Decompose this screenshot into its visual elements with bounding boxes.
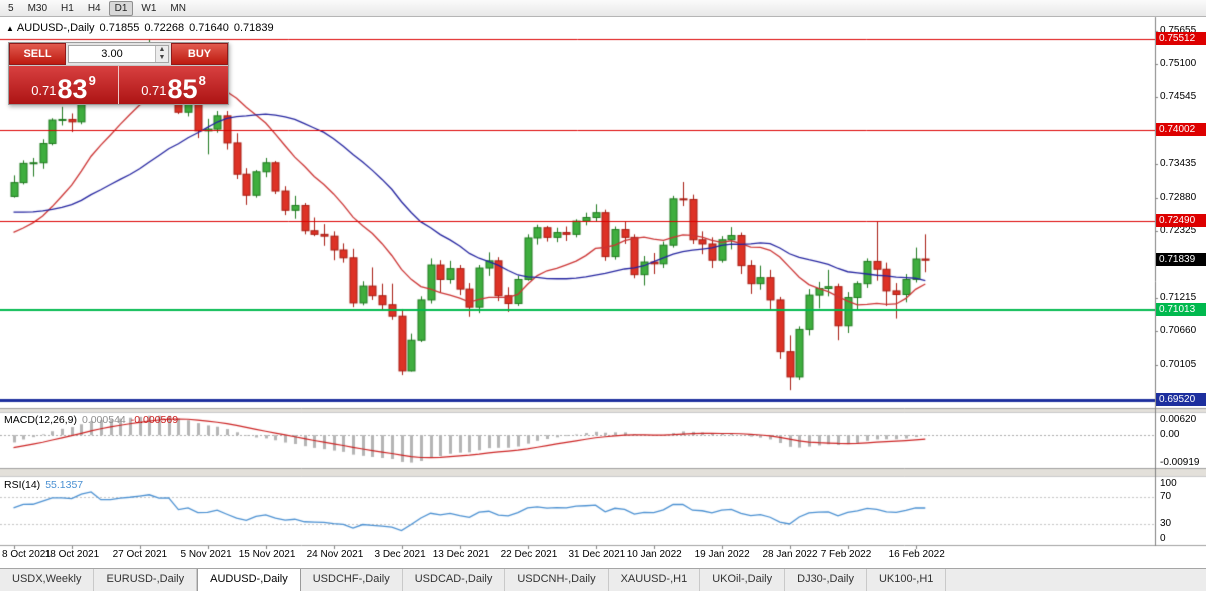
macd-indicator-label: MACD(12,26,9) 0.000544 -0.000569 bbox=[4, 414, 178, 426]
chart-tab-uk100-h1[interactable]: UK100-,H1 bbox=[867, 569, 947, 591]
ohlc-open: 0.71855 bbox=[99, 22, 140, 34]
chart-tab-dj30-daily[interactable]: DJ30-,Daily bbox=[785, 569, 867, 591]
date-axis-label: 18 Oct 2021 bbox=[44, 549, 100, 560]
rsi-scale-label: 70 bbox=[1160, 491, 1172, 503]
price-axis-label: 0.75655 bbox=[1160, 24, 1197, 36]
macd-scale-label: -0.00919 bbox=[1160, 457, 1200, 468]
date-axis-label: 28 Jan 2022 bbox=[762, 549, 818, 560]
chart-tab-usdchf-daily[interactable]: USDCHF-,Daily bbox=[301, 569, 403, 591]
date-axis-label: 5 Nov 2021 bbox=[180, 549, 232, 560]
price-axis-label: 0.70105 bbox=[1160, 358, 1197, 370]
sell-price-pip-digit: 9 bbox=[88, 73, 96, 88]
trade-controls-row: SELL 3.00 ▲ ▼ BUY bbox=[9, 43, 228, 65]
ohlc-low: 0.71640 bbox=[189, 22, 229, 34]
volume-spinner: ▲ ▼ bbox=[155, 46, 168, 62]
ohlc-close: 0.71839 bbox=[233, 22, 274, 34]
volume-up-icon[interactable]: ▲ bbox=[156, 46, 168, 54]
date-axis-label: 3 Dec 2021 bbox=[374, 549, 426, 560]
sell-price[interactable]: 0.71 83 9 bbox=[9, 66, 119, 104]
date-axis-label: 13 Dec 2021 bbox=[432, 549, 490, 560]
date-axis-label: 7 Feb 2022 bbox=[820, 549, 872, 560]
chart-tab-audusd-daily[interactable]: AUDUSD-,Daily bbox=[197, 569, 301, 591]
volume-value[interactable]: 3.00 bbox=[101, 48, 123, 60]
timeframe-toolbar: 5 M30 H1 H4 D1 W1 MN bbox=[0, 0, 1206, 17]
macd-scale-label: 0.00 bbox=[1160, 429, 1180, 441]
price-axis-label: 0.73435 bbox=[1160, 158, 1197, 170]
sell-button[interactable]: SELL bbox=[9, 43, 66, 65]
price-axis-label: 0.71215 bbox=[1160, 291, 1197, 303]
rsi-scale-label: 30 bbox=[1160, 517, 1172, 529]
chart-tab-usdcad-daily[interactable]: USDCAD-,Daily bbox=[403, 569, 506, 591]
chart-tab-usdcnh-daily[interactable]: USDCNH-,Daily bbox=[505, 569, 609, 591]
volume-stepper[interactable]: 3.00 ▲ ▼ bbox=[68, 45, 169, 63]
macd-scale-label: 0.00620 bbox=[1160, 414, 1197, 425]
buy-price-prefix: 0.71 bbox=[141, 83, 167, 98]
rsi-name: RSI(14) bbox=[4, 479, 41, 491]
current-price-badge: 0.71839 bbox=[1156, 253, 1206, 267]
sell-price-big-digits: 83 bbox=[57, 74, 88, 104]
date-axis-label: 10 Jan 2022 bbox=[626, 549, 682, 560]
hline-price-badge: 0.74002 bbox=[1156, 123, 1206, 137]
buy-price-big-digits: 85 bbox=[167, 74, 198, 104]
one-click-trading-panel: SELL 3.00 ▲ ▼ BUY 0.71 83 9 0.71 85 8 bbox=[8, 42, 229, 105]
date-axis-label: 31 Dec 2021 bbox=[568, 549, 626, 560]
date-axis-label: 22 Dec 2021 bbox=[500, 549, 558, 560]
buy-price[interactable]: 0.71 85 8 bbox=[119, 66, 228, 104]
volume-down-icon[interactable]: ▼ bbox=[156, 54, 168, 62]
hline-price-badge: 0.72490 bbox=[1156, 214, 1206, 228]
timeframe-button-d1[interactable]: D1 bbox=[108, 0, 134, 16]
timeframe-button-h1[interactable]: H1 bbox=[61, 2, 74, 14]
price-axis-label: 0.72880 bbox=[1160, 191, 1197, 203]
timeframe-button-w1[interactable]: W1 bbox=[141, 2, 157, 14]
chart-tab-bar: USDX,Weekly EURUSD-,Daily AUDUSD-,Daily USD… bbox=[0, 568, 1206, 591]
macd-signal-value: -0.000569 bbox=[130, 414, 179, 426]
chart-title: ▲ AUDUSD-,Daily 0.71855 0.72268 0.71640 0.718… bbox=[6, 22, 274, 34]
trade-prices-row: 0.71 83 9 0.71 85 8 bbox=[9, 65, 228, 104]
date-axis-label: 8 Oct 2021 bbox=[2, 549, 51, 560]
rsi-scale-label: 0 bbox=[1160, 533, 1166, 544]
hline-price-badge: 0.75512 bbox=[1156, 32, 1206, 46]
date-axis-label: 19 Jan 2022 bbox=[694, 549, 750, 560]
rsi-indicator-label: RSI(14) 55.1357 bbox=[4, 479, 83, 491]
timeframe-button-h4[interactable]: H4 bbox=[87, 2, 101, 14]
price-axis-label: 0.72325 bbox=[1160, 225, 1197, 237]
date-axis-label: 27 Oct 2021 bbox=[112, 549, 168, 560]
hline-price-badge: 0.71013 bbox=[1156, 302, 1206, 316]
date-axis-label: 16 Feb 2022 bbox=[888, 549, 945, 560]
hline-price-badge: 0.69520 bbox=[1156, 392, 1206, 406]
buy-button[interactable]: BUY bbox=[171, 43, 228, 65]
chart-tab-xauusd-h1[interactable]: XAUUSD-,H1 bbox=[609, 569, 701, 591]
macd-main-value: 0.000544 bbox=[81, 414, 126, 426]
price-axis-label: 0.75100 bbox=[1160, 58, 1197, 70]
timeframe-button-m30[interactable]: M30 bbox=[27, 2, 48, 14]
sell-price-prefix: 0.71 bbox=[31, 83, 57, 98]
chart-type-icon: ▲ bbox=[6, 24, 14, 33]
rsi-scale-label: 100 bbox=[1160, 478, 1177, 489]
chart-tab-ukoil-daily[interactable]: UKOil-,Daily bbox=[700, 569, 786, 591]
date-axis-label: 24 Nov 2021 bbox=[306, 549, 364, 560]
rsi-value: 55.1357 bbox=[45, 479, 84, 491]
price-axis-label: 0.70660 bbox=[1160, 325, 1197, 337]
ohlc-high: 0.72268 bbox=[144, 22, 185, 34]
date-axis-label: 15 Nov 2021 bbox=[238, 549, 296, 560]
buy-price-pip-digit: 8 bbox=[198, 73, 206, 88]
chart-symbol-period: AUDUSD-,Daily bbox=[16, 22, 95, 34]
timeframe-button-5[interactable]: 5 bbox=[8, 2, 14, 14]
timeframe-button-mn[interactable]: MN bbox=[170, 2, 186, 14]
chart-tab-usdx-weekly[interactable]: USDX,Weekly bbox=[0, 569, 95, 591]
macd-name: MACD(12,26,9) bbox=[4, 414, 77, 426]
chart-tab-eurusd-daily[interactable]: EURUSD-,Daily bbox=[94, 569, 198, 591]
price-axis-label: 0.74545 bbox=[1160, 91, 1197, 103]
